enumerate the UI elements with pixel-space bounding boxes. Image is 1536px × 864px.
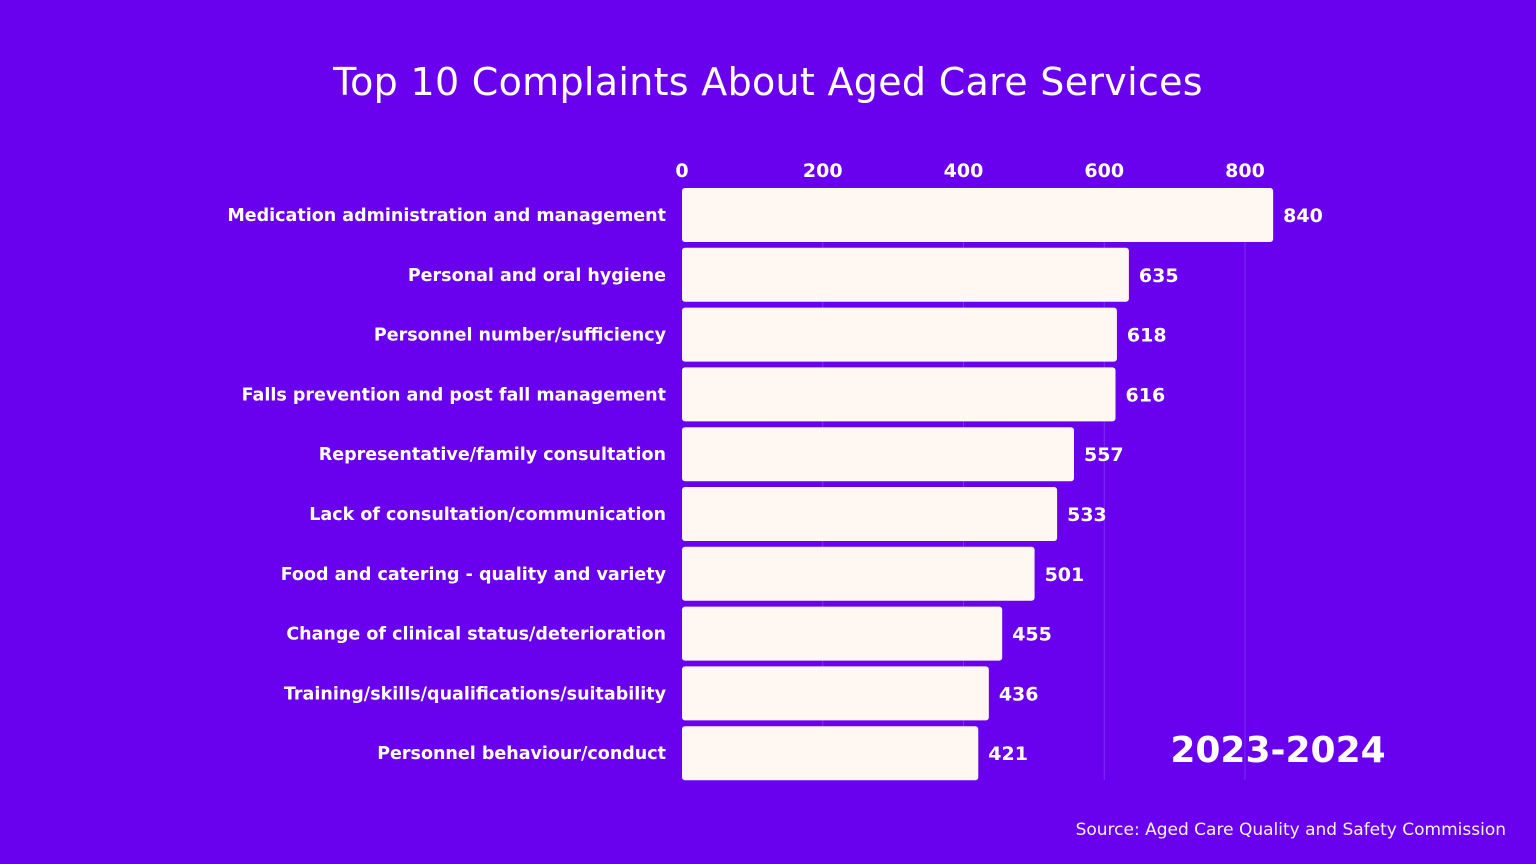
value-label: 533 [1067, 504, 1107, 526]
bar [682, 367, 1116, 422]
category-label: Training/skills/qualifications/suitabili… [284, 684, 667, 704]
bar [682, 188, 1274, 242]
bar [682, 666, 989, 721]
category-label: Lack of consultation/communication [309, 505, 666, 525]
value-labels: 840 635 618 616 557 533 501 455 436 421 [988, 205, 1323, 765]
x-tick-label: 400 [944, 160, 984, 182]
category-label: Falls prevention and post fall managemen… [242, 385, 666, 405]
x-tick-label: 200 [803, 160, 843, 182]
bar [682, 546, 1035, 601]
category-label: Personnel behaviour/conduct [377, 744, 666, 764]
category-labels: Medication administration and management… [227, 206, 666, 764]
category-label: Food and catering - quality and variety [281, 565, 667, 585]
x-tick-label: 800 [1225, 160, 1265, 182]
value-label: 455 [1012, 624, 1052, 646]
x-axis-ticks: 0 200 400 600 800 [675, 160, 1264, 182]
value-label: 436 [999, 683, 1039, 705]
bar [682, 726, 979, 781]
value-label: 421 [988, 743, 1028, 765]
value-label: 616 [1126, 384, 1166, 406]
category-label: Change of clinical status/deterioration [286, 625, 666, 645]
x-tick-label: 0 [675, 160, 688, 182]
x-tick-label: 600 [1084, 160, 1124, 182]
category-label: Personal and oral hygiene [408, 266, 666, 286]
category-label: Medication administration and management [227, 206, 666, 226]
category-label: Representative/family consultation [319, 445, 666, 465]
value-label: 557 [1084, 444, 1124, 466]
value-label: 635 [1139, 265, 1179, 287]
bar [682, 487, 1058, 541]
value-label: 618 [1127, 325, 1167, 347]
value-label: 501 [1045, 564, 1085, 586]
bar [682, 247, 1129, 302]
category-label: Personnel number/sufficiency [374, 326, 667, 346]
value-label: 840 [1283, 205, 1323, 227]
bar [682, 606, 1003, 661]
bars [682, 188, 1274, 781]
bar [682, 427, 1074, 482]
bar [682, 307, 1117, 362]
chart-title: Top 10 Complaints About Aged Care Servic… [333, 60, 1203, 104]
source-note: Source: Aged Care Quality and Safety Com… [1075, 820, 1506, 840]
period-label: 2023-2024 [1170, 730, 1386, 771]
